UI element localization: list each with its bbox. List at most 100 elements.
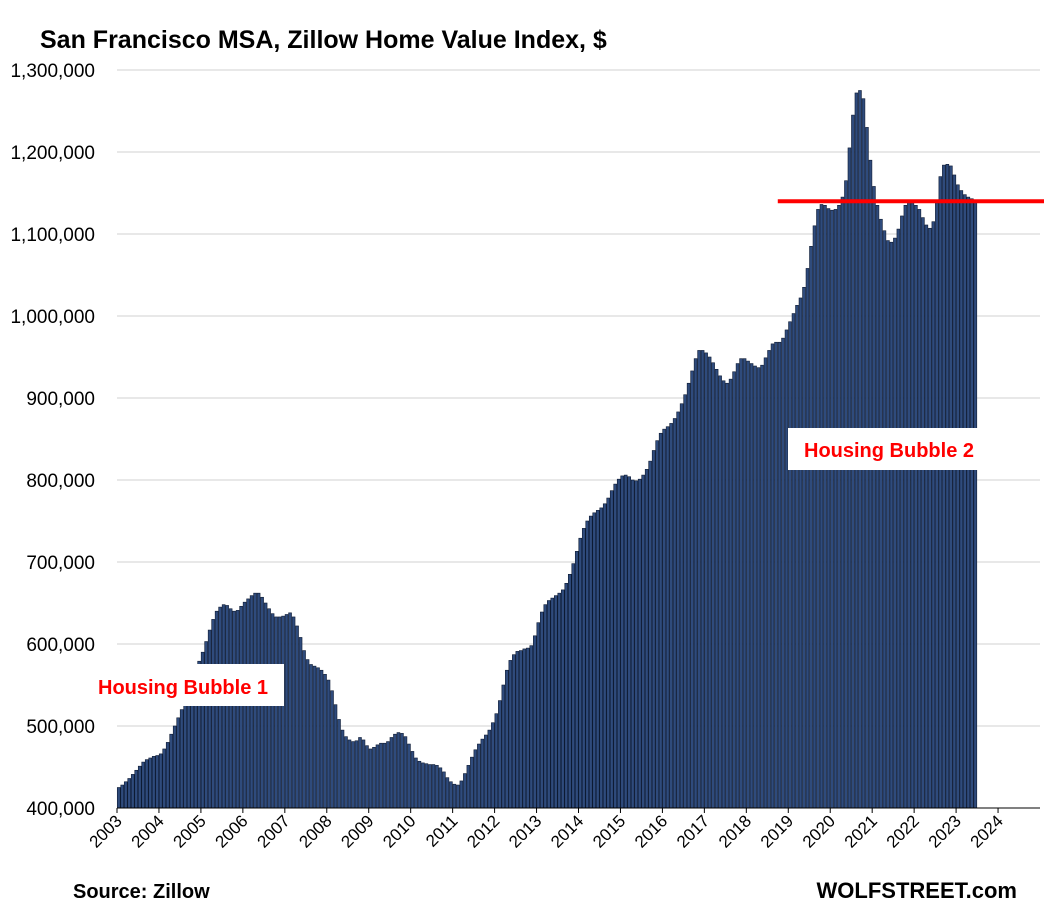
bar-series: [116, 90, 1040, 809]
bar: [676, 411, 680, 809]
bar: [616, 478, 621, 809]
bar: [830, 209, 834, 809]
bar: [421, 762, 425, 809]
bar: [456, 784, 460, 809]
bar: [435, 765, 439, 809]
bar: [477, 743, 481, 809]
bar: [239, 605, 243, 809]
bar: [519, 650, 523, 809]
bar: [326, 679, 331, 809]
x-tick-label: 2023: [925, 811, 965, 851]
bar: [945, 164, 950, 809]
bar: [512, 654, 516, 809]
bar: [543, 604, 548, 809]
bar: [505, 669, 509, 809]
bar: [819, 204, 824, 809]
bar: [484, 734, 488, 809]
x-tick-label: 2009: [337, 811, 377, 851]
bar: [550, 597, 555, 809]
bar: [169, 733, 173, 809]
bar: [910, 202, 915, 809]
bar: [491, 722, 495, 809]
bar: [669, 423, 673, 809]
x-tick-label: 2012: [463, 811, 503, 851]
bar: [309, 664, 313, 809]
bar: [809, 246, 813, 809]
bar: [232, 610, 236, 809]
x-tick-label: 2017: [673, 811, 713, 851]
bar: [162, 748, 166, 809]
bar: [798, 297, 803, 809]
bar: [319, 669, 324, 809]
bar: [697, 350, 701, 809]
bar: [536, 622, 541, 809]
bar: [403, 736, 408, 809]
bar: [735, 363, 740, 809]
bar: [609, 490, 614, 809]
bar: [973, 200, 978, 809]
x-tick-label: 2018: [715, 811, 755, 851]
bar: [928, 227, 932, 809]
bar: [281, 615, 285, 809]
bar: [641, 474, 645, 809]
bar: [554, 595, 558, 809]
bar: [515, 651, 520, 809]
bar: [560, 589, 565, 809]
bar: [340, 729, 345, 809]
bar: [581, 528, 586, 809]
bar: [746, 360, 750, 809]
bar: [176, 717, 180, 809]
bar: [781, 337, 785, 809]
bar: [463, 773, 467, 809]
bar: [613, 483, 617, 809]
bar: [742, 358, 747, 809]
bar: [445, 777, 450, 809]
bar: [288, 612, 292, 809]
y-tick-label: 900,000: [26, 389, 95, 410]
bar: [760, 364, 764, 809]
bar: [116, 787, 121, 809]
bar: [179, 709, 184, 809]
y-tick-label: 1,300,000: [10, 61, 95, 82]
bar: [148, 757, 152, 809]
bar: [480, 738, 485, 809]
bar: [452, 783, 457, 809]
bar: [606, 497, 610, 809]
annotation-bubble-1-label: Housing Bubble 1: [98, 677, 268, 699]
bar: [907, 200, 911, 809]
bar: [172, 725, 177, 809]
bar: [924, 224, 929, 809]
bar: [379, 742, 383, 809]
bar: [903, 205, 908, 809]
bar: [952, 174, 957, 809]
bar: [127, 778, 132, 809]
bar: [931, 221, 936, 809]
bar: [966, 196, 971, 809]
bar: [893, 237, 897, 809]
y-tick-label: 500,000: [26, 717, 95, 738]
bar: [588, 515, 593, 809]
bar: [721, 380, 726, 809]
bar: [155, 755, 159, 809]
bar: [935, 202, 939, 809]
x-tick-label: 2010: [379, 811, 419, 851]
bar: [228, 608, 233, 809]
bar: [879, 218, 883, 809]
bar: [767, 350, 771, 809]
bar: [316, 667, 320, 809]
bar: [917, 209, 922, 809]
bar: [770, 343, 775, 809]
annotation-bubble-1-background: [92, 664, 284, 706]
bar: [424, 763, 429, 809]
bar: [683, 394, 687, 809]
bar: [585, 520, 590, 809]
bar: [749, 363, 754, 809]
x-tick-label: 2015: [589, 811, 629, 851]
bar: [732, 371, 736, 809]
source-note: Source: Zillow: [73, 881, 210, 903]
bar: [637, 478, 642, 809]
bar: [358, 737, 362, 809]
bar: [840, 196, 845, 809]
x-tick-label: 2020: [799, 811, 839, 851]
bar: [795, 305, 799, 809]
